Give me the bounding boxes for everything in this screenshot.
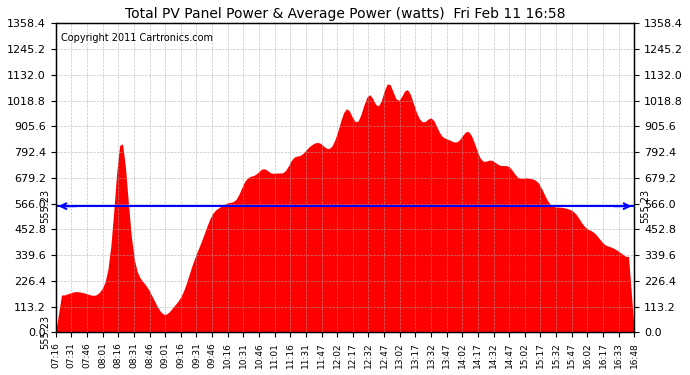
Text: 555.23: 555.23	[40, 315, 50, 350]
Text: 555.23: 555.23	[40, 189, 50, 223]
Text: 555.23: 555.23	[640, 189, 650, 223]
Title: Total PV Panel Power & Average Power (watts)  Fri Feb 11 16:58: Total PV Panel Power & Average Power (wa…	[125, 7, 565, 21]
Text: Copyright 2011 Cartronics.com: Copyright 2011 Cartronics.com	[61, 33, 213, 43]
